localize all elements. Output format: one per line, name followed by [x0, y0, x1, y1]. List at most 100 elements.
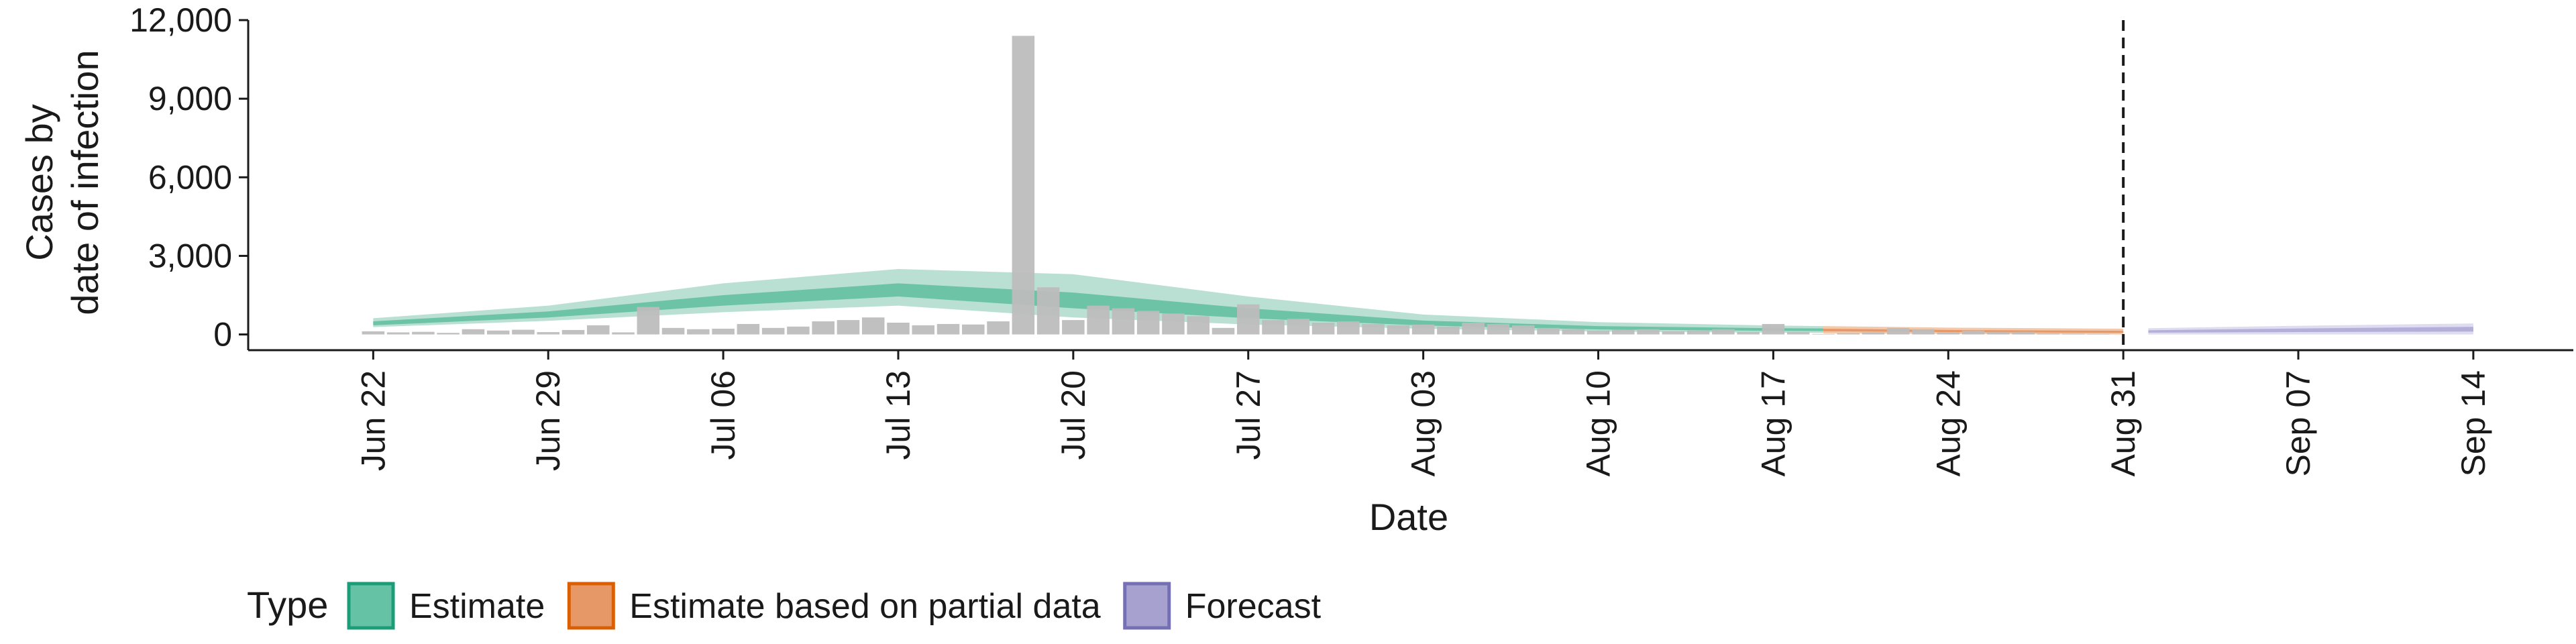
observed-bar — [1987, 331, 2010, 335]
observed-bar — [1112, 308, 1135, 335]
observed-bar — [1262, 320, 1285, 335]
observed-bar — [1912, 329, 1935, 335]
observed-bar — [1311, 323, 1335, 335]
observed-bar — [1162, 313, 1185, 335]
observed-bar — [761, 327, 785, 335]
observed-bar — [2087, 333, 2110, 335]
legend-key — [1123, 582, 1171, 630]
y-tick-label: 9,000 — [148, 80, 232, 117]
observed-bar — [1737, 331, 1760, 335]
observed-bar — [362, 331, 385, 335]
legend-title: Type — [247, 584, 328, 626]
observed-bar — [386, 332, 410, 335]
observed-bar — [787, 326, 810, 335]
observed-bar — [537, 332, 559, 335]
observed-bar — [1487, 323, 1510, 335]
observed-bar — [1212, 327, 1235, 335]
observed-bar — [1786, 331, 1810, 335]
legend-label: Forecast — [1185, 587, 1322, 626]
y-axis-title-line-1: Cases by — [18, 104, 60, 260]
observed-bar — [2012, 331, 2035, 335]
observed-bar — [1812, 333, 1835, 335]
y-tick-label: 3,000 — [148, 237, 232, 274]
axes: 0 3,000 6,000 9,000 12,000 Jun 22 Jun 29 Jul 06… — [129, 1, 2573, 476]
legend-key — [347, 582, 395, 630]
observed-bar — [1511, 325, 1535, 335]
x-tick-label: Aug 31 — [2104, 370, 2142, 476]
observed-bar — [1637, 329, 1660, 335]
observed-bar — [887, 323, 910, 335]
x-tick-label: Sep 07 — [2279, 370, 2317, 476]
legend: Type Estimate Estimate based on partial d… — [247, 582, 1322, 630]
observed-bar — [1062, 320, 1085, 335]
x-axis-title: Date — [1369, 496, 1448, 538]
x-tick-label: Jul 27 — [1230, 370, 1267, 460]
observed-bar — [1337, 321, 1360, 335]
observed-bar — [837, 320, 860, 335]
x-tick-label: Jun 29 — [529, 370, 567, 471]
legend-key — [567, 582, 615, 630]
observed-bar — [1562, 329, 1585, 335]
observed-bar — [2061, 333, 2085, 335]
observed-bar — [1662, 331, 1685, 335]
observed-bar — [1136, 311, 1160, 335]
x-tick-label: Sep 14 — [2455, 370, 2492, 476]
y-tick-label: 12,000 — [129, 1, 232, 39]
observed-bar — [412, 331, 435, 335]
y-axis-title-line-2: date of infection — [64, 50, 106, 315]
observed-bar — [1837, 333, 1860, 335]
observed-bar — [661, 327, 685, 335]
x-tick-label: Aug 10 — [1580, 370, 1617, 476]
observed-bar — [437, 333, 460, 335]
legend-label: Estimate — [409, 587, 545, 626]
observed-bar — [912, 325, 935, 335]
x-tick-label: Aug 17 — [1754, 370, 1792, 476]
observed-bar — [687, 329, 710, 335]
observed-bar — [1462, 323, 1485, 335]
observed-bar — [1036, 287, 1060, 335]
observed-bar — [1612, 329, 1635, 335]
observed-bar — [1686, 330, 1710, 335]
x-tick-label: Aug 24 — [1929, 370, 1967, 476]
observed-bar — [712, 328, 735, 335]
observed-bar — [486, 330, 510, 335]
observed-bar — [1437, 326, 1460, 335]
observed-bar — [1587, 330, 1610, 335]
observed-bar — [861, 317, 885, 335]
x-tick-label: Jun 22 — [354, 370, 392, 471]
legend-label: Estimate based on partial data — [629, 587, 1101, 626]
observed-bar — [1937, 332, 1960, 335]
observed-bar — [1411, 324, 1435, 335]
observed-bar — [1862, 332, 1885, 335]
observed-bar — [1287, 319, 1310, 335]
observed-bar — [612, 332, 635, 335]
observed-bar — [1236, 304, 1260, 335]
observed-bar — [1762, 323, 1785, 335]
x-tick-label: Aug 03 — [1405, 370, 1442, 476]
y-tick-label: 0 — [213, 316, 232, 354]
forecast-inner-band — [2148, 327, 2473, 333]
observed-bar — [1537, 327, 1560, 335]
observed-bar — [561, 329, 585, 335]
observed-bar — [1712, 329, 1735, 335]
observed-bar — [737, 323, 760, 335]
observed-bar — [1387, 325, 1410, 335]
observed-bar — [987, 321, 1010, 335]
x-tick-label: Jul 06 — [704, 370, 742, 460]
observed-bar — [962, 324, 985, 335]
x-tick-label: Jul 20 — [1055, 370, 1092, 460]
observed-bars — [362, 36, 2110, 335]
observed-bar — [812, 321, 835, 335]
observed-bar — [462, 329, 485, 335]
observed-bar — [1087, 305, 1110, 335]
observed-bar — [936, 323, 960, 335]
observed-bar — [1012, 36, 1035, 335]
observed-bar — [1362, 323, 1385, 335]
x-tick-label: Jul 13 — [879, 370, 917, 460]
observed-bar — [1962, 330, 1985, 335]
observed-bar — [512, 329, 535, 335]
y-tick-label: 6,000 — [148, 158, 232, 196]
observed-bar — [2037, 333, 2060, 335]
